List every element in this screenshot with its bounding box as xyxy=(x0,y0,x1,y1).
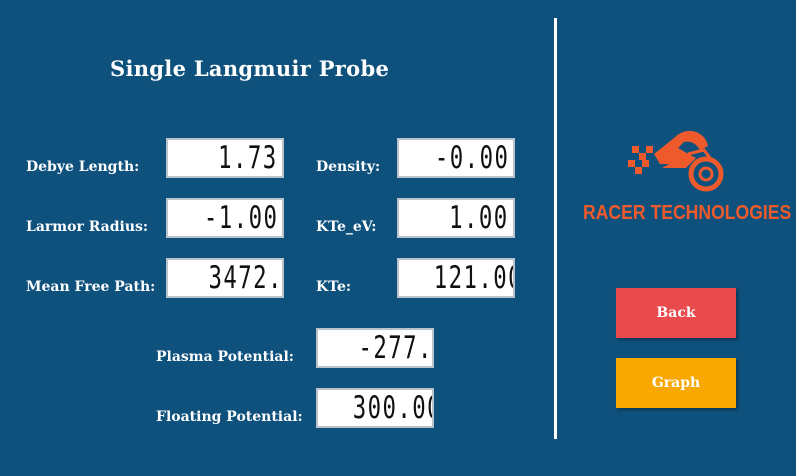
vertical-divider xyxy=(554,18,557,439)
density-label: Density: xyxy=(316,159,381,175)
density-value: -0.00 xyxy=(434,140,509,176)
floating-potential-display: 300.00 xyxy=(316,388,434,428)
larmor-radius-label: Larmor Radius: xyxy=(26,219,149,235)
plasma-potential-label: Plasma Potential: xyxy=(156,349,294,365)
floating-potential-value: 300.00 xyxy=(352,390,434,426)
debye-length-display: 1.73 xyxy=(166,138,284,178)
logo-text: RACER TECHNOLOGIES xyxy=(583,202,792,224)
larmor-radius-value: -1.00 xyxy=(203,200,278,236)
floating-potential-label: Floating Potential: xyxy=(156,409,303,425)
kte-ev-display: 1.00 xyxy=(397,198,515,238)
debye-length-value: 1.73 xyxy=(218,140,278,176)
graph-button[interactable]: Graph xyxy=(616,358,736,408)
larmor-radius-display: -1.00 xyxy=(166,198,284,238)
density-display: -0.00 xyxy=(397,138,515,178)
mean-free-path-display: 3472.00 xyxy=(166,258,284,298)
mean-free-path-value: 3472.00 xyxy=(208,260,283,296)
racer-logo-icon xyxy=(628,130,724,192)
plasma-potential-value: -277.15 xyxy=(358,330,433,366)
page-title: Single Langmuir Probe xyxy=(110,56,390,81)
mean-free-path-label: Mean Free Path: xyxy=(26,279,156,295)
plasma-potential-display: -277.15 xyxy=(316,328,434,368)
kte-value: 121.00 xyxy=(433,260,515,296)
kte-ev-label: KTe_eV: xyxy=(316,219,377,235)
debye-length-label: Debye Length: xyxy=(26,159,140,175)
back-button[interactable]: Back xyxy=(616,288,736,338)
kte-display: 121.00 xyxy=(397,258,515,298)
kte-label: KTe: xyxy=(316,279,352,295)
kte-ev-value: 1.00 xyxy=(449,200,509,236)
